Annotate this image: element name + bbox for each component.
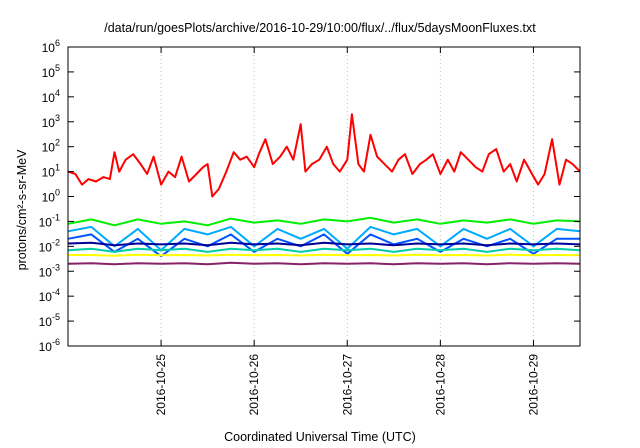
series-line-3 <box>67 233 580 258</box>
y-tick-label: 10-6 <box>39 337 60 354</box>
x-tick-label: 2016-10-25 <box>154 354 168 416</box>
x-tick-label: 2016-10-27 <box>340 354 354 416</box>
series-line-0 <box>67 113 581 198</box>
x-axis: 2016-10-25 2016-10-26 2016-10-27 2016-10-28… <box>154 47 540 415</box>
y-tick-label: 10-2 <box>39 237 60 254</box>
x-tick-label: 2016-10-28 <box>433 354 447 416</box>
y-tick-label: 100 <box>42 188 60 205</box>
y-tick-label: 10-3 <box>39 262 60 279</box>
y-tick-label: 10-4 <box>39 287 60 304</box>
series-layer <box>67 113 581 266</box>
series-line-2 <box>67 225 581 252</box>
grid-layer <box>160 47 534 346</box>
x-tick-label: 2016-10-26 <box>247 354 261 416</box>
y-axis: 10-6 10-5 10-4 10-3 10-2 10-1 100 101 102 103 104 1… <box>39 38 580 354</box>
plot-frame <box>67 46 581 347</box>
y-tick-label: 103 <box>42 113 60 130</box>
y-axis-label: protons/cm²-s-sr-MeV <box>15 150 29 271</box>
y-tick-label: 101 <box>42 163 60 180</box>
y-tick-label: 104 <box>42 88 60 105</box>
series-line-6 <box>68 253 581 257</box>
series-line-1 <box>67 216 581 227</box>
chart-title: /data/run/goesPlots/archive/2016-10-29/1… <box>104 21 536 35</box>
series-line-5 <box>67 247 581 253</box>
x-tick-label: 2016-10-29 <box>526 354 540 416</box>
x-axis-label: Coordinated Universal Time (UTC) <box>224 430 416 444</box>
y-tick-label: 105 <box>42 63 60 80</box>
series-line-4 <box>67 241 581 247</box>
y-tick-label: 10-1 <box>39 212 60 229</box>
y-axis-label-text: protons/cm²-s-sr-MeV <box>15 149 29 271</box>
y-tick-label: 102 <box>42 138 60 155</box>
y-tick-label: 10-5 <box>39 312 60 329</box>
series-line-7 <box>67 261 581 266</box>
y-tick-label: 106 <box>42 38 60 55</box>
